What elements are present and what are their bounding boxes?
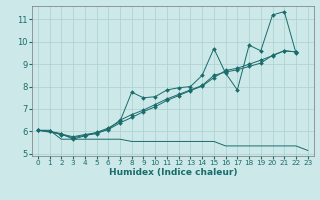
- X-axis label: Humidex (Indice chaleur): Humidex (Indice chaleur): [108, 168, 237, 177]
